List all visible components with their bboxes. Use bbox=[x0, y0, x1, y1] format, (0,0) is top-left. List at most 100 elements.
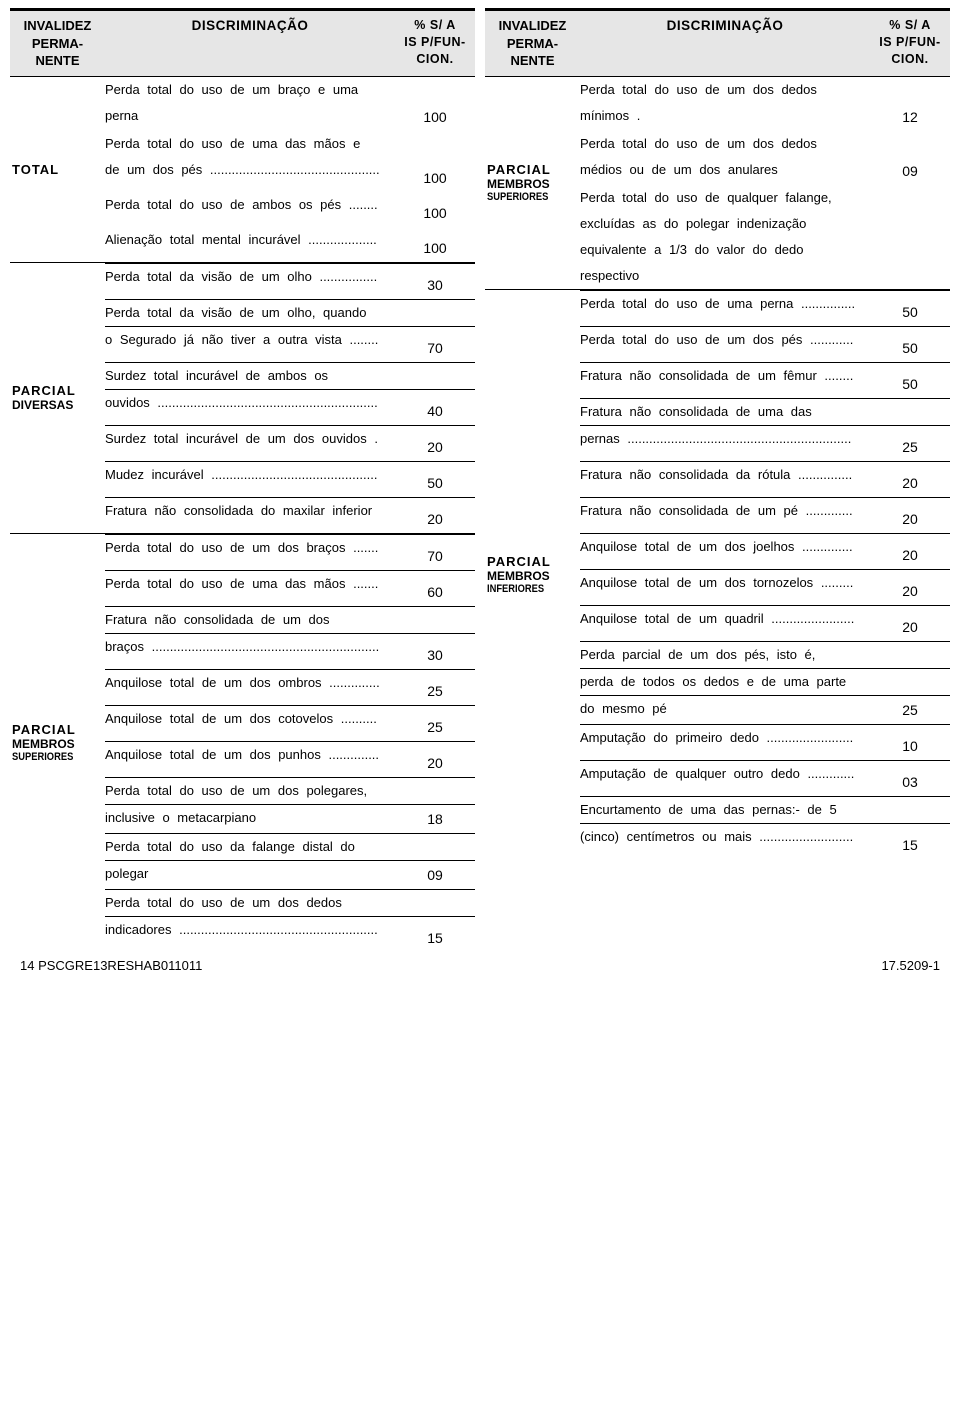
value-cell: 20 bbox=[870, 533, 950, 569]
value-cell bbox=[870, 796, 950, 823]
value-cell: 70 bbox=[395, 534, 475, 570]
data-table: INVALIDEZPERMA-NENTE DISCRIMINAÇÃO % S/ … bbox=[485, 10, 950, 859]
header-col1: INVALIDEZPERMA-NENTE bbox=[10, 11, 105, 77]
desc-line: indicadores ............................… bbox=[105, 916, 395, 952]
desc-line: braços .................................… bbox=[105, 633, 395, 669]
value-cell: 20 bbox=[395, 741, 475, 777]
value-cell bbox=[870, 668, 950, 695]
value-cell: 100 bbox=[395, 103, 475, 131]
desc-line: Fratura não consolidada de um fêmur ....… bbox=[580, 362, 870, 398]
desc-line: Perda total do uso de um dos dedos bbox=[105, 889, 395, 916]
value-cell: 20 bbox=[870, 497, 950, 533]
desc-line: Anquilose total de um quadril ..........… bbox=[580, 605, 870, 641]
desc-line: Surdez total incurável de ambos os bbox=[105, 362, 395, 389]
desc-line: (cinco) centímetros ou mais ............… bbox=[580, 823, 870, 859]
value-cell: 12 bbox=[870, 103, 950, 131]
header-col2: DISCRIMINAÇÃO bbox=[105, 11, 395, 77]
value-cell: 10 bbox=[870, 724, 950, 760]
desc-line: Alienação total mental incurável .......… bbox=[105, 227, 395, 262]
desc-line: Perda total do uso de um dos dedos bbox=[580, 131, 870, 157]
desc-line: perda de todos os dedos e de uma parte bbox=[580, 668, 870, 695]
right-column: INVALIDEZPERMA-NENTE DISCRIMINAÇÃO % S/ … bbox=[485, 8, 950, 952]
value-cell: 25 bbox=[870, 425, 950, 461]
value-cell bbox=[395, 889, 475, 916]
desc-line: perna bbox=[105, 103, 395, 131]
desc-line: Perda total do uso de um braço e uma bbox=[105, 77, 395, 103]
desc-line: Anquilose total de um dos punhos .......… bbox=[105, 741, 395, 777]
desc-line: Perda total do uso de ambos os pés .....… bbox=[105, 192, 395, 227]
value-cell: 20 bbox=[395, 425, 475, 461]
value-cell: 100 bbox=[395, 192, 475, 227]
value-cell bbox=[395, 131, 475, 157]
group-label: PARCIALMEMBROSINFERIORES bbox=[485, 289, 580, 859]
desc-line: Perda total do uso de uma das mãos .....… bbox=[105, 570, 395, 606]
value-cell bbox=[395, 777, 475, 804]
value-cell bbox=[870, 398, 950, 425]
desc-line: Fratura não consolidada do maxilar infer… bbox=[105, 497, 395, 533]
value-cell: 40 bbox=[395, 389, 475, 425]
group-label: TOTAL bbox=[10, 76, 105, 262]
desc-line: Perda total da visão de um olho ........… bbox=[105, 263, 395, 299]
left-column: INVALIDEZPERMA-NENTE DISCRIMINAÇÃO % S/ … bbox=[10, 8, 475, 952]
value-cell: 25 bbox=[395, 705, 475, 741]
value-cell bbox=[395, 606, 475, 633]
desc-line: Fratura não consolidada de um pé .......… bbox=[580, 497, 870, 533]
desc-line: Fratura não consolidada de uma das bbox=[580, 398, 870, 425]
desc-line: Amputação do primeiro dedo .............… bbox=[580, 724, 870, 760]
desc-line: Mudez incurável ........................… bbox=[105, 461, 395, 497]
value-cell bbox=[870, 211, 950, 237]
desc-line: respectivo bbox=[580, 263, 870, 289]
value-cell bbox=[395, 299, 475, 326]
data-table: INVALIDEZPERMA-NENTE DISCRIMINAÇÃO % S/ … bbox=[10, 10, 475, 952]
value-cell: 09 bbox=[395, 860, 475, 889]
value-cell: 18 bbox=[395, 804, 475, 833]
value-cell bbox=[395, 362, 475, 389]
desc-line: Perda total do uso de um dos polegares, bbox=[105, 777, 395, 804]
value-cell: 30 bbox=[395, 263, 475, 299]
value-cell bbox=[395, 833, 475, 860]
desc-line: ouvidos ................................… bbox=[105, 389, 395, 425]
group-label: PARCIALMEMBROSSUPERIORES bbox=[485, 76, 580, 289]
desc-line: Perda total da visão de um olho, quando bbox=[105, 299, 395, 326]
value-cell: 15 bbox=[870, 823, 950, 859]
desc-line: Anquilose total de um dos ombros .......… bbox=[105, 669, 395, 705]
header-col3: % S/ AIS P/FUN-CION. bbox=[395, 11, 475, 77]
value-cell: 15 bbox=[395, 916, 475, 952]
footer: 14 PSCGRE13RESHAB011011 17.5209-1 bbox=[10, 958, 950, 973]
footer-left: 14 PSCGRE13RESHAB011011 bbox=[20, 958, 202, 973]
value-cell: 100 bbox=[395, 227, 475, 262]
desc-line: Surdez total incurável de um dos ouvidos… bbox=[105, 425, 395, 461]
desc-line: Fratura não consolidada de um dos bbox=[105, 606, 395, 633]
group-label: PARCIALDIVERSAS bbox=[10, 262, 105, 533]
header-col1: INVALIDEZPERMA-NENTE bbox=[485, 11, 580, 77]
value-cell: 70 bbox=[395, 326, 475, 362]
value-cell bbox=[870, 131, 950, 157]
value-cell: 20 bbox=[870, 569, 950, 605]
value-cell bbox=[870, 641, 950, 668]
desc-line: Anquilose total de um dos joelhos ......… bbox=[580, 533, 870, 569]
value-cell: 20 bbox=[870, 461, 950, 497]
value-cell: 25 bbox=[870, 695, 950, 724]
value-cell: 20 bbox=[395, 497, 475, 533]
value-cell: 25 bbox=[395, 669, 475, 705]
desc-line: Perda total do uso de uma das mãos e bbox=[105, 131, 395, 157]
desc-line: do mesmo pé bbox=[580, 695, 870, 724]
value-cell: 30 bbox=[395, 633, 475, 669]
desc-line: mínimos . bbox=[580, 103, 870, 131]
desc-line: Perda total do uso de um dos dedos bbox=[580, 77, 870, 103]
desc-line: Perda total do uso de uma perna ........… bbox=[580, 290, 870, 326]
value-cell: 60 bbox=[395, 570, 475, 606]
value-cell bbox=[870, 185, 950, 211]
value-cell: 03 bbox=[870, 760, 950, 796]
desc-line: Fratura não consolidada da rótula ......… bbox=[580, 461, 870, 497]
desc-line: Encurtamento de uma das pernas:- de 5 bbox=[580, 796, 870, 823]
desc-line: Amputação de qualquer outro dedo .......… bbox=[580, 760, 870, 796]
value-cell: 20 bbox=[870, 605, 950, 641]
header-col3: % S/ AIS P/FUN-CION. bbox=[870, 11, 950, 77]
desc-line: o Segurado já não tiver a outra vista ..… bbox=[105, 326, 395, 362]
desc-line: médios ou de um dos anulares bbox=[580, 157, 870, 185]
value-cell: 50 bbox=[870, 362, 950, 398]
desc-line: excluídas as do polegar indenização bbox=[580, 211, 870, 237]
desc-line: Perda total do uso de um dos braços ....… bbox=[105, 534, 395, 570]
value-cell bbox=[870, 237, 950, 263]
